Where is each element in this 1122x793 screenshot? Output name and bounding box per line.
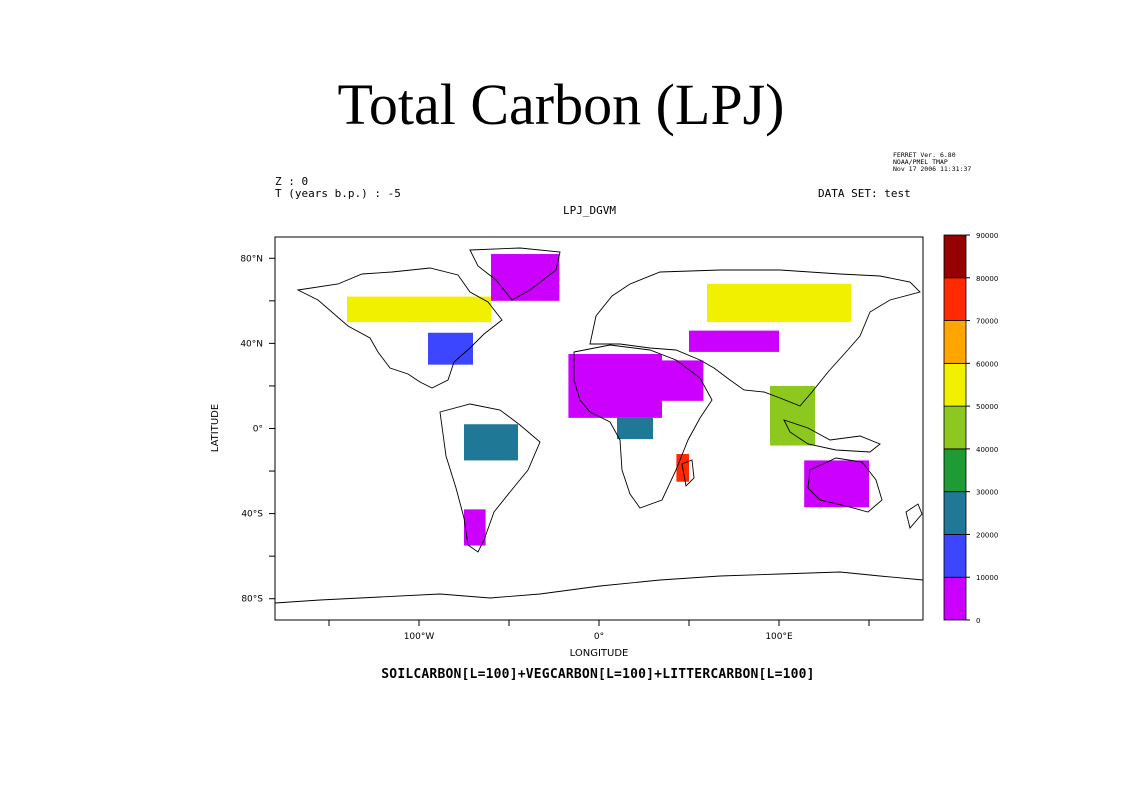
- region-australia: [804, 460, 869, 508]
- colorbar-swatch: [943, 277, 967, 321]
- colorbar-swatch: [943, 448, 967, 493]
- coast-new-zealand: [905, 503, 923, 529]
- coast-antarctica: [274, 571, 924, 604]
- coastlines: [274, 247, 924, 604]
- x-axis-title: LONGITUDE: [570, 648, 629, 659]
- y-axis: 80°N 40°N 0° 40°S 80°S: [240, 254, 275, 605]
- formula-caption: SOILCARBON[L=100]+VEGCARBON[L=100]+LITTE…: [381, 667, 815, 682]
- region-congo: [617, 417, 653, 440]
- coast-north-america: [296, 267, 503, 389]
- colorbar-swatch: [943, 534, 967, 578]
- colorbar-label: 40000: [976, 446, 998, 454]
- y-tick-label: 40°N: [240, 339, 263, 349]
- colorbar-label: 30000: [976, 489, 998, 497]
- colorbar-label: 50000: [976, 403, 998, 411]
- colorbar-swatch: [943, 491, 967, 535]
- x-tick-label: 0°: [594, 632, 604, 642]
- coast-greenland: [469, 247, 561, 301]
- region-arabia: [662, 360, 704, 401]
- region-sahara: [568, 354, 662, 418]
- ferret-stamp-line-3: Nov 17 2006 11:31:37: [893, 165, 972, 173]
- y-tick-label: 80°S: [241, 595, 263, 605]
- plot-title: LPJ_DGVM: [563, 204, 616, 217]
- y-tick-label: 0°: [253, 425, 263, 435]
- colorbar-swatch: [943, 362, 967, 407]
- coast-australia: [807, 457, 883, 513]
- region-greenland: [491, 254, 560, 301]
- colorbar-swatch: [943, 234, 967, 279]
- colorbar: 0 10000 20000 30000 40000 50000 60000 70000 8000…: [943, 232, 998, 625]
- y-axis-title: LATITUDE: [210, 404, 221, 452]
- t-label: T (years b.p.) : -5: [275, 187, 401, 200]
- coast-eurasia: [589, 269, 921, 407]
- colorbar-label: 90000: [976, 232, 998, 240]
- x-axis: 100°W 0° 100°E: [328, 620, 870, 642]
- colorbar-label: 0: [976, 617, 980, 625]
- colorbar-swatch: [943, 405, 967, 450]
- coast-madagascar: [681, 459, 695, 487]
- colorbar-swatch: [943, 320, 967, 364]
- region-amazon: [464, 424, 518, 461]
- coast-south-america: [439, 403, 541, 553]
- z-label: Z : 0: [275, 175, 309, 188]
- x-tick-label: 100°W: [404, 632, 435, 642]
- colorbar-label: 10000: [976, 574, 998, 582]
- colorbar-label: 80000: [976, 275, 998, 283]
- carbon-data-layer: [347, 254, 869, 546]
- region-canada-boreal: [347, 296, 491, 323]
- dataset-label: DATA SET: test: [818, 187, 911, 200]
- region-central-asia-desert: [689, 330, 779, 352]
- colorbar-label: 70000: [976, 318, 998, 326]
- x-tick-label: 100°E: [765, 632, 793, 642]
- ferret-stamp-line-2: NOAA/PMEL TMAP: [893, 158, 948, 166]
- coast-indonesia: [783, 419, 881, 453]
- colorbar-swatch: [943, 576, 967, 621]
- y-tick-label: 80°N: [240, 254, 263, 264]
- region-siberia: [707, 283, 851, 323]
- region-patagonia: [464, 509, 486, 546]
- region-southeast-asia: [770, 385, 815, 446]
- coast-africa: [573, 344, 713, 509]
- y-tick-label: 40°S: [241, 510, 263, 520]
- ferret-stamp-line-1: FERRET Ver. 6.80: [893, 151, 956, 159]
- region-eastern-us: [428, 332, 473, 365]
- colorbar-label: 20000: [976, 531, 998, 539]
- slide-title: Total Carbon (LPJ): [337, 72, 785, 137]
- colorbar-label: 60000: [976, 360, 998, 368]
